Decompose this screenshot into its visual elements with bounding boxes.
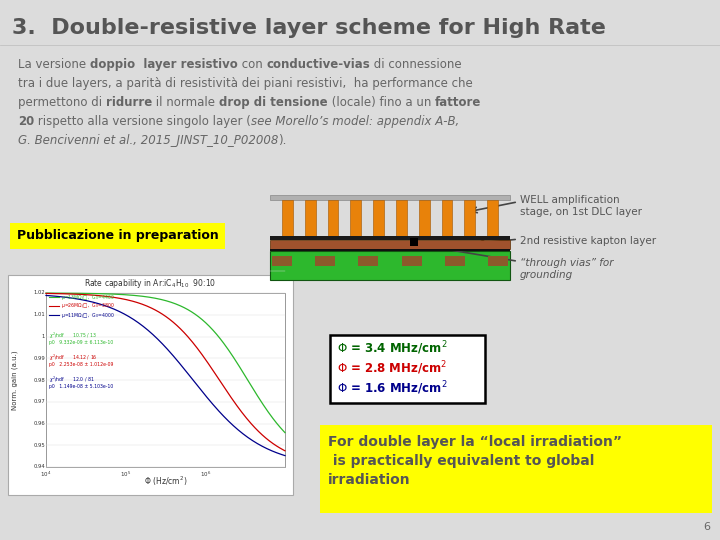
Text: ridurre: ridurre bbox=[106, 96, 152, 109]
Bar bbox=[410, 238, 418, 246]
Text: $\mu$=11M$\Omega$/□,  G$_0$=4000: $\mu$=11M$\Omega$/□, G$_0$=4000 bbox=[61, 310, 114, 320]
Bar bbox=[402, 256, 422, 266]
Bar bbox=[359, 256, 379, 266]
Text: p0   2.253e-08 ± 1.012e-09: p0 2.253e-08 ± 1.012e-09 bbox=[49, 362, 113, 367]
Text: 1.01: 1.01 bbox=[33, 312, 45, 317]
Text: G. Bencivenni et al., 2015_JINST_10_P02008: G. Bencivenni et al., 2015_JINST_10_P020… bbox=[18, 134, 279, 147]
Text: rispetto alla versione singolo layer (: rispetto alla versione singolo layer ( bbox=[35, 115, 251, 128]
Text: $\mu$=26M$\Omega$/□,  G$_0$=3800: $\mu$=26M$\Omega$/□, G$_0$=3800 bbox=[61, 301, 114, 310]
Text: ).: ). bbox=[279, 134, 287, 147]
Text: $\Phi$ (Hz/cm$^2$): $\Phi$ (Hz/cm$^2$) bbox=[144, 474, 187, 488]
Text: drop di tensione: drop di tensione bbox=[219, 96, 328, 109]
Text: permettono di: permettono di bbox=[18, 96, 106, 109]
Text: 1.02: 1.02 bbox=[33, 291, 45, 295]
Text: $\mu$=13M$\Omega$/□,  G$_0$=4400: $\mu$=13M$\Omega$/□, G$_0$=4400 bbox=[61, 293, 114, 301]
Text: 0.98: 0.98 bbox=[33, 377, 45, 382]
Bar bbox=[270, 195, 510, 200]
Bar bbox=[270, 248, 510, 251]
Text: 2nd resistive kapton layer: 2nd resistive kapton layer bbox=[520, 236, 656, 246]
Text: “through vias” for
grounding: “through vias” for grounding bbox=[520, 258, 613, 280]
Text: 10$^5$: 10$^5$ bbox=[120, 470, 131, 480]
Bar bbox=[351, 200, 361, 236]
Text: La versione: La versione bbox=[18, 58, 90, 71]
Text: conductive-vias: conductive-vias bbox=[266, 58, 370, 71]
Bar bbox=[487, 200, 498, 236]
Text: $\Phi$ = 1.6 MHz/cm$^2$: $\Phi$ = 1.6 MHz/cm$^2$ bbox=[337, 379, 448, 397]
Text: $\chi^2$/ndf      14.12 / 16: $\chi^2$/ndf 14.12 / 16 bbox=[49, 353, 98, 363]
Bar bbox=[305, 200, 315, 236]
Text: Pubblicazione in preparation: Pubblicazione in preparation bbox=[17, 230, 218, 242]
Text: doppio  layer resistivo: doppio layer resistivo bbox=[90, 58, 238, 71]
Bar bbox=[330, 335, 485, 403]
Text: 0.95: 0.95 bbox=[33, 443, 45, 448]
Bar bbox=[282, 200, 293, 236]
Text: see Morello’s model: appendix A-B,: see Morello’s model: appendix A-B, bbox=[251, 115, 459, 128]
Bar bbox=[328, 200, 338, 236]
Text: 0.94: 0.94 bbox=[33, 464, 45, 469]
Bar bbox=[445, 256, 465, 266]
Bar bbox=[270, 251, 510, 280]
Text: con: con bbox=[238, 58, 266, 71]
Text: di connessione: di connessione bbox=[370, 58, 462, 71]
Bar bbox=[46, 293, 285, 467]
Bar bbox=[270, 240, 510, 248]
Text: $\chi^2$/ndf      12.0 / 81: $\chi^2$/ndf 12.0 / 81 bbox=[49, 375, 94, 386]
Text: tra i due layers, a parità di resistività dei piani resistivi,  ha performance c: tra i due layers, a parità di resistivit… bbox=[18, 77, 473, 90]
Bar bbox=[10, 223, 225, 249]
Text: 20: 20 bbox=[18, 115, 35, 128]
Bar bbox=[272, 256, 292, 266]
Text: 10$^4$: 10$^4$ bbox=[40, 470, 52, 480]
Text: $\Phi$ = 2.8 MHz/cm$^2$: $\Phi$ = 2.8 MHz/cm$^2$ bbox=[337, 359, 447, 377]
Text: 1: 1 bbox=[42, 334, 45, 339]
Text: p0   1.149e-08 ± 5.103e-10: p0 1.149e-08 ± 5.103e-10 bbox=[49, 384, 113, 389]
Text: WELL amplification
stage, on 1st DLC layer: WELL amplification stage, on 1st DLC lay… bbox=[520, 195, 642, 217]
Text: il normale: il normale bbox=[152, 96, 219, 109]
Text: 0.99: 0.99 bbox=[33, 356, 45, 361]
Text: 3.  Double-resistive layer scheme for High Rate: 3. Double-resistive layer scheme for Hig… bbox=[12, 18, 606, 38]
Bar bbox=[396, 200, 407, 236]
Bar bbox=[8, 275, 293, 495]
Text: For double layer la “local irradiation”
 is practically equivalent to global
irr: For double layer la “local irradiation” … bbox=[328, 435, 622, 487]
Text: $\chi^2$/ndf      10.75 / 13: $\chi^2$/ndf 10.75 / 13 bbox=[49, 331, 97, 341]
Bar bbox=[373, 200, 384, 236]
Bar bbox=[419, 200, 430, 236]
Text: 10$^6$: 10$^6$ bbox=[199, 470, 211, 480]
Text: (locale) fino a un: (locale) fino a un bbox=[328, 96, 435, 109]
Bar bbox=[488, 256, 508, 266]
Text: $\Phi$ = 3.4 MHz/cm$^2$: $\Phi$ = 3.4 MHz/cm$^2$ bbox=[337, 339, 448, 357]
Bar bbox=[320, 425, 712, 513]
Text: p0   9.332e-09 ± 6.113e-10: p0 9.332e-09 ± 6.113e-10 bbox=[49, 340, 113, 345]
Text: 6: 6 bbox=[703, 522, 710, 532]
Bar bbox=[270, 236, 510, 240]
Text: fattore: fattore bbox=[435, 96, 481, 109]
Bar bbox=[315, 256, 336, 266]
Bar bbox=[464, 200, 475, 236]
Bar bbox=[441, 200, 452, 236]
Text: Rate capability in Ar:iC$_4$H$_{10}$  90:10: Rate capability in Ar:iC$_4$H$_{10}$ 90:… bbox=[84, 278, 217, 291]
Text: 0.96: 0.96 bbox=[33, 421, 45, 426]
Text: 0.97: 0.97 bbox=[33, 399, 45, 404]
Text: Norm. gain (a.u.): Norm. gain (a.u.) bbox=[12, 350, 18, 410]
